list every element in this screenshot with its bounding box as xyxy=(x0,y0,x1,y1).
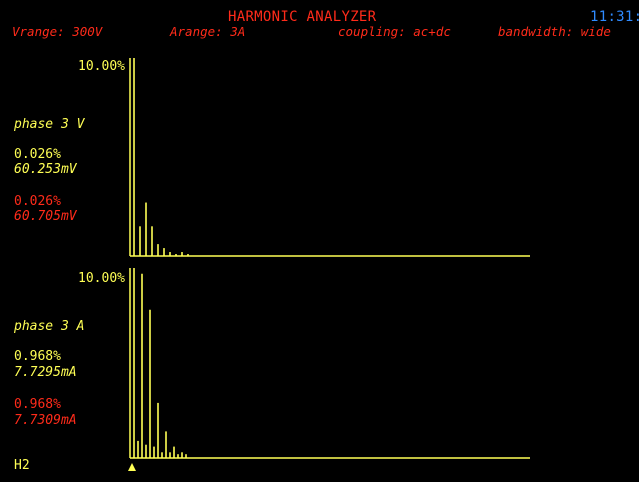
harmonic-cursor-label: H2 xyxy=(14,458,30,473)
coupling-setting[interactable]: coupling: ac+dc xyxy=(338,24,451,39)
bandwidth-setting[interactable]: bandwidth: wide xyxy=(498,24,611,39)
current-spectrum xyxy=(133,268,187,458)
current-ref-percent: 0.968% xyxy=(14,397,61,412)
current-scale-label: 10.00% xyxy=(78,271,125,286)
voltage-reading-value: 60.253mV xyxy=(14,162,77,177)
voltage-spectrum xyxy=(133,58,189,256)
current-reading-percent: 0.968% xyxy=(14,349,61,364)
app-title: HARMONIC ANALYZER xyxy=(228,9,377,25)
voltage-reading-percent: 0.026% xyxy=(14,147,61,162)
clock-readout: 11:31:5 xyxy=(590,9,639,25)
voltage-scale-label: 10.00% xyxy=(78,59,125,74)
voltage-ref-value: 60.705mV xyxy=(14,209,77,224)
vrange-setting[interactable]: Vrange: 300V xyxy=(12,24,103,39)
current-ref-value: 7.7309mA xyxy=(14,413,77,428)
voltage-ref-percent: 0.026% xyxy=(14,194,61,209)
voltage-channel-label[interactable]: phase 3 V xyxy=(14,117,85,132)
current-channel-label[interactable]: phase 3 A xyxy=(14,319,85,334)
harmonic-cursor-marker[interactable] xyxy=(128,463,136,471)
arange-setting[interactable]: Arange: 3A xyxy=(170,24,246,39)
current-reading-value: 7.7295mA xyxy=(14,365,77,380)
